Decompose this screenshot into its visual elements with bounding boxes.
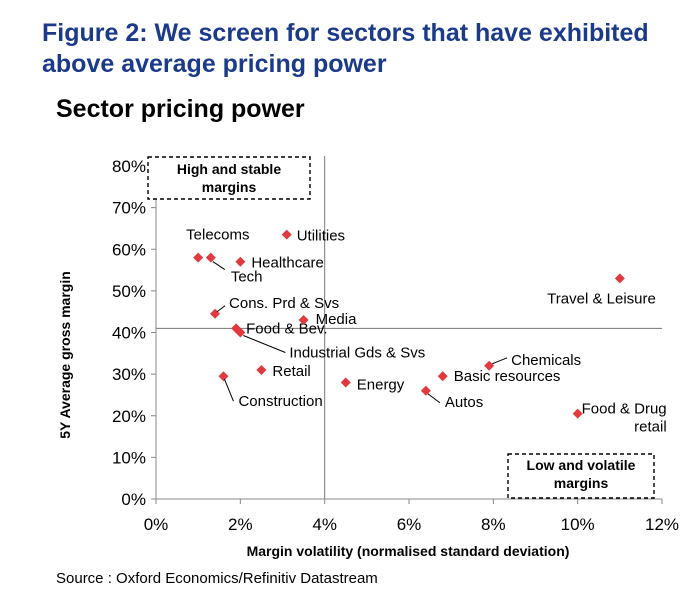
data-point-industrial-gds-svs <box>235 327 246 338</box>
axes: 0% 10% 20% 30% 40% 50% 60% 70% 80% 0% 2% 4% 6% 8% 10% 1… <box>112 156 679 534</box>
y-tick-label: 70% <box>112 199 146 218</box>
data-point-chemicals <box>484 360 495 371</box>
data-label: Chemicals <box>511 352 581 369</box>
data-point-telecoms <box>193 252 204 263</box>
data-point-basic-resources <box>437 371 448 382</box>
annotation-text: margins <box>554 475 609 491</box>
data-point-energy <box>340 377 351 388</box>
data-label: Energy <box>357 376 405 393</box>
annotation-text: margins <box>202 179 257 195</box>
x-tick-label: 2% <box>228 515 253 534</box>
data-label: Basic resources <box>454 368 561 385</box>
leader-line <box>216 305 226 313</box>
x-tick-label: 6% <box>397 515 422 534</box>
leader-line <box>491 357 508 365</box>
data-point-tech <box>205 252 216 263</box>
y-tick-label: 80% <box>112 157 146 176</box>
data-label: Travel & Leisure <box>547 290 656 307</box>
y-tick-label: 50% <box>112 282 146 301</box>
data-label: Tech <box>231 269 263 286</box>
annotation-text: High and stable <box>177 161 281 177</box>
leader-line <box>427 393 441 404</box>
data-point-healthcare <box>235 256 246 267</box>
data-label: Food & Bev. <box>246 320 327 337</box>
data-point-autos <box>420 385 431 396</box>
data-label: Construction <box>238 393 322 410</box>
leader-line <box>212 261 226 270</box>
x-tick-label: 0% <box>144 515 169 534</box>
data-label: Retail <box>272 363 310 380</box>
figure-title: Figure 2: We screen for sectors that hav… <box>42 19 649 78</box>
y-tick-label: 0% <box>121 490 146 509</box>
x-tick-label: 8% <box>481 515 506 534</box>
x-tick-label: 10% <box>561 515 595 534</box>
data-point-construction <box>218 371 229 382</box>
data-label: Media <box>316 311 358 328</box>
leader-line <box>243 335 286 353</box>
leader-line <box>224 379 234 402</box>
y-axis-label: 5Y Average gross margin <box>57 271 73 439</box>
x-tick-label: 4% <box>312 515 337 534</box>
annotation-box <box>507 453 655 499</box>
data-label: Food & Drug <box>582 401 667 418</box>
source-note: Source : Oxford Economics/Refinitiv Data… <box>56 570 378 587</box>
annotation-high-stable: High and stable margins <box>147 156 311 200</box>
chart-title: Sector pricing power <box>56 95 305 123</box>
y-tick-label: 10% <box>112 448 146 467</box>
data-point-food-drug-retail <box>572 408 583 419</box>
annotation-low-volatile: Low and volatile margins <box>507 453 655 499</box>
data-point-travel-leisure <box>614 273 625 284</box>
data-point-utilities <box>281 229 292 240</box>
data-label: Telecoms <box>186 227 249 244</box>
x-axis-label: Margin volatility (normalised standard d… <box>247 543 570 559</box>
data-point-media <box>298 315 309 326</box>
data-point-retail <box>256 364 267 375</box>
data-label: Utilities <box>297 228 345 245</box>
y-tick-label: 60% <box>112 240 146 259</box>
y-tick-label: 30% <box>112 365 146 384</box>
annotation-text: Low and volatile <box>527 457 636 473</box>
annotations: High and stable margins Low and volatile ma… <box>147 156 655 499</box>
data-label: Healthcare <box>251 255 324 272</box>
data-label: Autos <box>445 394 483 411</box>
annotation-box <box>147 156 311 200</box>
data-label: Industrial Gds & Svs <box>289 345 425 362</box>
data-label: Cons. Prd & Svs <box>229 295 339 312</box>
data-label: retail <box>634 419 667 436</box>
y-tick-label: 40% <box>112 324 146 343</box>
x-tick-label: 12% <box>645 515 679 534</box>
y-tick-label: 20% <box>112 407 146 426</box>
